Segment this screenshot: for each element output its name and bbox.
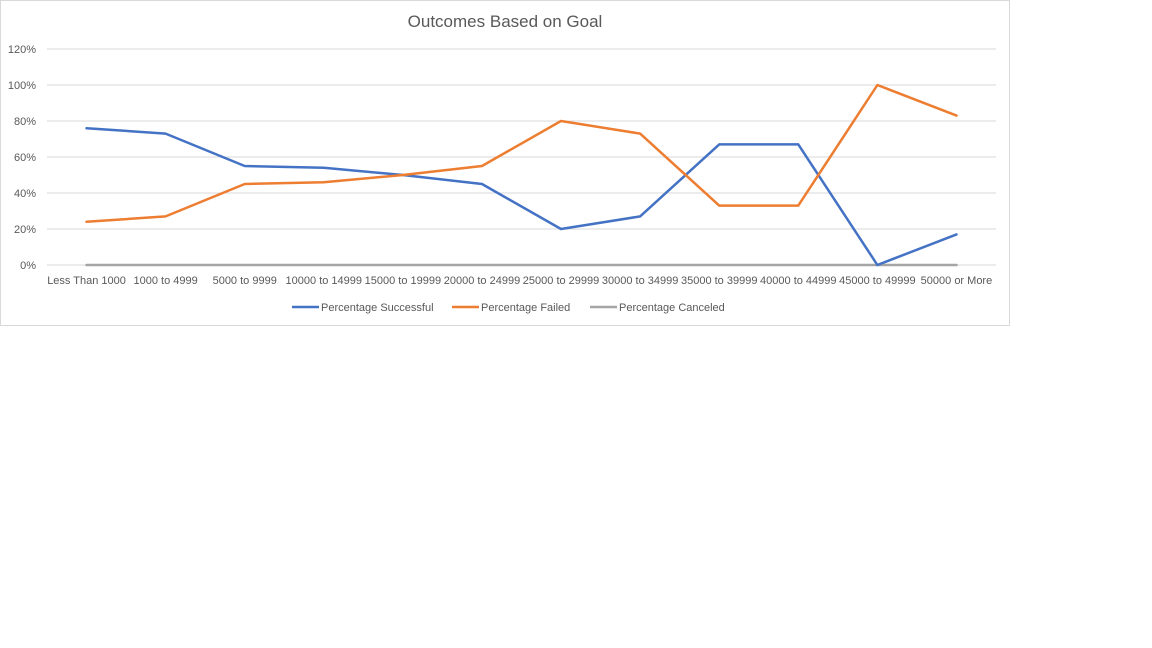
line-chart: Outcomes Based on Goal 0% 20% 40% 60% 80% 100… (8, 12, 996, 314)
x-tick-label: 30000 to 34999 (602, 275, 678, 287)
x-tick-label: 35000 to 39999 (681, 275, 757, 287)
chart-area (0, 0, 1010, 326)
x-tick-label: 10000 to 14999 (286, 275, 362, 287)
legend: Percentage Successful Percentage Failed Pe… (292, 302, 725, 314)
y-tick-label: 80% (14, 116, 36, 128)
legend-label: Percentage Canceled (619, 302, 725, 314)
y-axis-ticks: 0% 20% 40% 60% 80% 100% 120% (8, 44, 36, 272)
legend-label: Percentage Failed (481, 302, 570, 314)
x-tick-label: 15000 to 19999 (365, 275, 441, 287)
x-tick-label: 40000 to 44999 (760, 275, 836, 287)
y-tick-label: 120% (8, 44, 36, 56)
x-tick-label: 5000 to 9999 (213, 275, 277, 287)
y-tick-label: 0% (20, 260, 36, 272)
series-line-percentage-failed (85, 83, 958, 224)
x-tick-label: 20000 to 24999 (444, 275, 520, 287)
gridlines (47, 48, 996, 266)
y-tick-label: 100% (8, 80, 36, 92)
x-tick-label: 45000 to 49999 (839, 275, 915, 287)
series-line-percentage-successful (85, 126, 958, 267)
chart-title: Outcomes Based on Goal (408, 12, 603, 31)
legend-label: Percentage Successful (321, 302, 434, 314)
x-tick-label: Less Than 1000 (47, 275, 126, 287)
x-tick-label: 25000 to 29999 (523, 275, 599, 287)
x-tick-label: 1000 to 4999 (134, 275, 198, 287)
y-tick-label: 20% (14, 224, 36, 236)
y-tick-label: 40% (14, 188, 36, 200)
x-axis-ticks: Less Than 1000 1000 to 4999 5000 to 9999 10… (47, 275, 992, 287)
series-lines (85, 83, 958, 267)
x-tick-label: 50000 or More (921, 275, 993, 287)
y-tick-label: 60% (14, 152, 36, 164)
